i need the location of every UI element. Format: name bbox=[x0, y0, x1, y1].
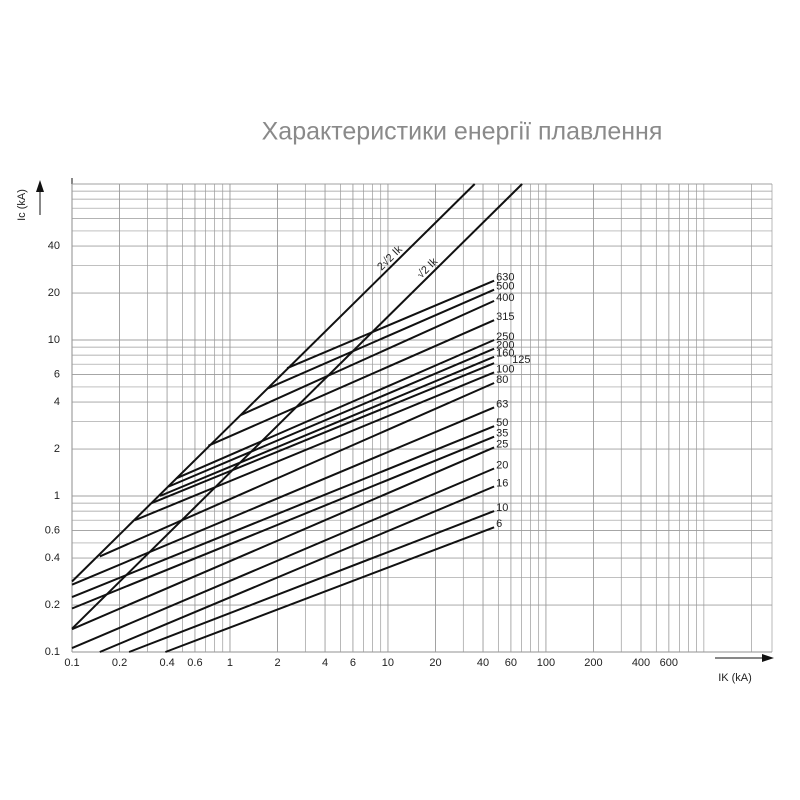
line-label: 125 bbox=[512, 354, 530, 366]
series-line bbox=[240, 299, 495, 417]
x-axis-label: IK (kA) bbox=[718, 672, 752, 684]
x-tick-label: 10 bbox=[382, 657, 394, 669]
line-label: 250 bbox=[496, 331, 514, 343]
line-label: 315 bbox=[496, 311, 514, 323]
line-label: 35 bbox=[496, 428, 508, 440]
y-tick-label: 20 bbox=[48, 287, 60, 299]
x-tick-label: 0.1 bbox=[64, 657, 79, 669]
series-line bbox=[286, 279, 495, 370]
x-tick-label: 0.6 bbox=[187, 657, 202, 669]
x-tick-label: 2 bbox=[274, 657, 280, 669]
series-line bbox=[165, 526, 495, 653]
chart-title: Характеристики енергії плавлення bbox=[262, 118, 663, 146]
x-tick-label: 400 bbox=[632, 657, 650, 669]
y-tick-label: 10 bbox=[48, 334, 60, 346]
line-label: 16 bbox=[496, 477, 508, 489]
series-line bbox=[71, 406, 495, 586]
y-tick-label: 0.1 bbox=[45, 646, 60, 658]
series-line bbox=[134, 371, 495, 522]
x-arrow bbox=[762, 654, 774, 662]
series-line bbox=[207, 319, 495, 447]
y-tick-label: 4 bbox=[54, 396, 60, 408]
series-line bbox=[71, 467, 495, 650]
y-tick-label: 1 bbox=[54, 490, 60, 502]
series-line bbox=[176, 339, 495, 480]
series-line bbox=[99, 382, 495, 558]
line-label: 10 bbox=[496, 502, 508, 514]
y-tick-label: 40 bbox=[48, 240, 60, 252]
series-line bbox=[151, 362, 495, 505]
x-tick-label: 0.2 bbox=[112, 657, 127, 669]
series-line bbox=[71, 425, 495, 599]
series-line bbox=[267, 288, 495, 390]
line-label: 160 bbox=[496, 348, 514, 360]
line-label: 80 bbox=[496, 374, 508, 386]
series-line bbox=[71, 446, 495, 631]
series-line bbox=[99, 485, 495, 653]
line-label: 50 bbox=[496, 417, 508, 429]
x-tick-label: 20 bbox=[429, 657, 441, 669]
y-tick-label: 6 bbox=[54, 369, 60, 381]
y-tick-label: 2 bbox=[54, 443, 60, 455]
series-line bbox=[71, 435, 495, 610]
x-tick-label: 60 bbox=[505, 657, 517, 669]
x-tick-label: 1 bbox=[227, 657, 233, 669]
line-label: 25 bbox=[496, 438, 508, 450]
x-tick-label: 6 bbox=[350, 657, 356, 669]
y-tick-label: 0.4 bbox=[45, 552, 60, 564]
x-tick-label: 200 bbox=[584, 657, 602, 669]
y-tick-label: 0.2 bbox=[45, 599, 60, 611]
line-label: 63 bbox=[496, 398, 508, 410]
line-label: 200 bbox=[496, 340, 514, 352]
series-line bbox=[128, 510, 495, 653]
x-tick-label: 0.4 bbox=[159, 657, 174, 669]
line-label: 630 bbox=[496, 272, 514, 284]
line-label: 400 bbox=[496, 292, 514, 304]
line-label: 6 bbox=[496, 518, 502, 530]
x-tick-label: 600 bbox=[660, 657, 678, 669]
line-label: 20 bbox=[496, 459, 508, 471]
y-arrow bbox=[36, 180, 44, 192]
line-label: 100 bbox=[496, 363, 514, 375]
series-line bbox=[71, 183, 476, 583]
x-tick-label: 4 bbox=[322, 657, 328, 669]
series-line bbox=[168, 347, 495, 488]
x-tick-label: 100 bbox=[537, 657, 555, 669]
series-line bbox=[159, 355, 495, 497]
x-tick-label: 40 bbox=[477, 657, 489, 669]
line-label: 500 bbox=[496, 281, 514, 293]
y-tick-label: 0.6 bbox=[45, 525, 60, 537]
y-axis-label: Ic (kA) bbox=[16, 189, 28, 221]
